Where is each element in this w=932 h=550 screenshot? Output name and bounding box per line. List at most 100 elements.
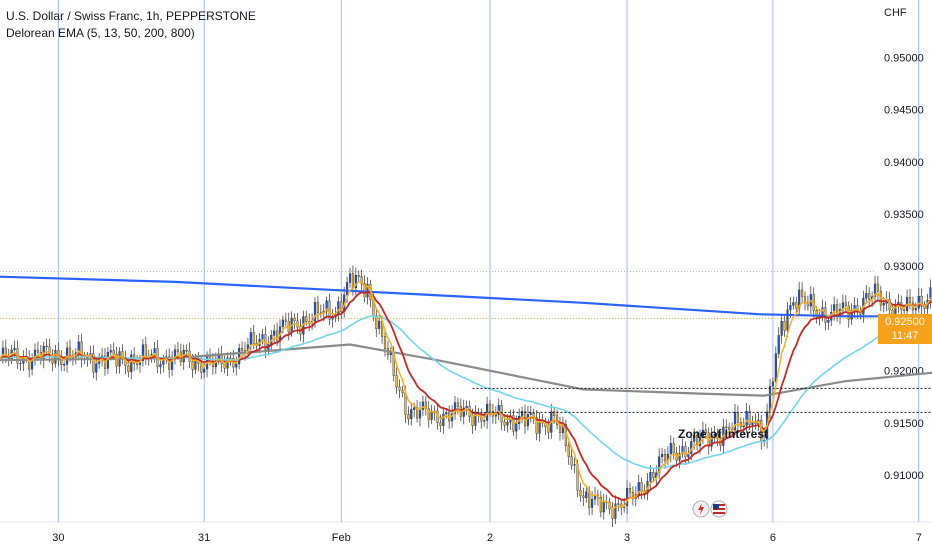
candle-body — [77, 341, 80, 354]
candle-body — [815, 310, 818, 318]
candle-body — [716, 433, 719, 440]
candle-body — [611, 508, 614, 519]
candle-body — [238, 348, 241, 365]
candle-body — [176, 349, 179, 353]
candle-body — [920, 295, 923, 307]
ema-800-line — [0, 275, 932, 318]
y-tick-label: 0.91000 — [884, 470, 924, 482]
candle-body — [873, 283, 877, 297]
candle-body — [678, 453, 681, 461]
lightning-icon[interactable] — [692, 500, 710, 518]
candle-body — [535, 417, 538, 434]
candle-body — [582, 495, 585, 498]
candle-body — [19, 363, 22, 365]
candle-body — [407, 414, 410, 420]
candle-body — [923, 306, 926, 309]
us-flag-icon[interactable] — [710, 500, 728, 518]
candle-body — [141, 344, 144, 361]
candle-body — [456, 402, 459, 407]
candle-body — [325, 300, 328, 312]
candle-body — [917, 295, 920, 309]
candle-body — [868, 293, 871, 300]
x-tick-label: 30 — [52, 532, 64, 544]
candle-body — [357, 275, 360, 277]
candle-body — [45, 345, 48, 348]
candle-body — [127, 365, 130, 372]
x-tick-label: 3 — [624, 532, 630, 544]
candle-body — [617, 503, 620, 505]
ema-5-line — [0, 280, 932, 510]
candle-body — [235, 363, 238, 368]
ema-50-line — [0, 315, 932, 470]
candle-body — [383, 336, 387, 349]
candle-body — [903, 309, 906, 311]
candle-body — [579, 490, 582, 497]
candle-body — [506, 422, 509, 426]
candle-body — [626, 488, 629, 506]
y-tick-label: 0.93000 — [884, 261, 924, 273]
x-tick-label: 6 — [770, 532, 776, 544]
current-price-tag: 0.92500 11:47 — [878, 314, 932, 344]
candle-body — [191, 361, 194, 370]
candle-body — [704, 429, 707, 434]
candle-body — [701, 429, 704, 438]
candle-body — [736, 412, 739, 423]
candle-body — [521, 411, 524, 417]
candle-body — [13, 348, 16, 351]
y-tick-label: 0.95000 — [884, 52, 924, 64]
candle-body — [348, 273, 352, 283]
candle-body — [354, 275, 357, 289]
candle-body — [553, 411, 556, 417]
x-tick-label: 7 — [916, 532, 922, 544]
candle-body — [929, 287, 932, 301]
candle-body — [853, 305, 856, 311]
candle-body — [681, 446, 684, 454]
candle-body — [777, 335, 780, 354]
candle-body — [273, 330, 276, 336]
candle-body — [585, 491, 588, 498]
candle-body — [241, 348, 244, 351]
candle-body — [252, 332, 255, 344]
candle-body — [363, 283, 366, 298]
candle-body — [488, 403, 492, 412]
candle-body — [418, 409, 422, 419]
indicator-title[interactable]: Delorean EMA (5, 13, 50, 200, 800) — [6, 26, 195, 40]
candle-body — [203, 368, 206, 373]
candle-body — [865, 293, 868, 299]
candle-body — [850, 310, 853, 320]
symbol-title[interactable]: U.S. Dollar / Swiss Franc, 1h, PEPPERSTO… — [6, 9, 256, 23]
candle-body — [614, 503, 617, 519]
candle-body — [771, 381, 774, 387]
candle-body — [453, 402, 457, 414]
candle-body — [803, 296, 807, 303]
candle-body — [591, 499, 594, 508]
candle-body — [48, 346, 51, 356]
candle-body — [640, 482, 643, 492]
candle-body — [313, 302, 317, 322]
candle-body — [185, 350, 188, 352]
candle-body — [558, 424, 562, 433]
candle-body — [410, 409, 413, 420]
candle-body — [748, 411, 751, 425]
candle-body — [908, 297, 912, 304]
candle-body — [774, 353, 777, 382]
candle-body — [92, 353, 95, 373]
candle-body — [249, 332, 252, 345]
candle-body — [395, 375, 398, 388]
candle-body — [404, 392, 407, 415]
candle-body — [261, 334, 264, 340]
candle-body — [287, 320, 290, 333]
candle-body — [672, 443, 675, 454]
candle-body — [844, 302, 847, 307]
candle-body — [223, 363, 226, 369]
zone-of-interest-label: Zone of Interest — [678, 427, 769, 441]
candle-body — [882, 303, 885, 306]
candle-body — [728, 427, 731, 430]
candle-body — [281, 319, 284, 327]
candle-body — [159, 364, 162, 368]
price-axis-panel[interactable] — [875, 0, 932, 550]
candle-body — [398, 386, 401, 391]
candle-body — [465, 406, 468, 409]
